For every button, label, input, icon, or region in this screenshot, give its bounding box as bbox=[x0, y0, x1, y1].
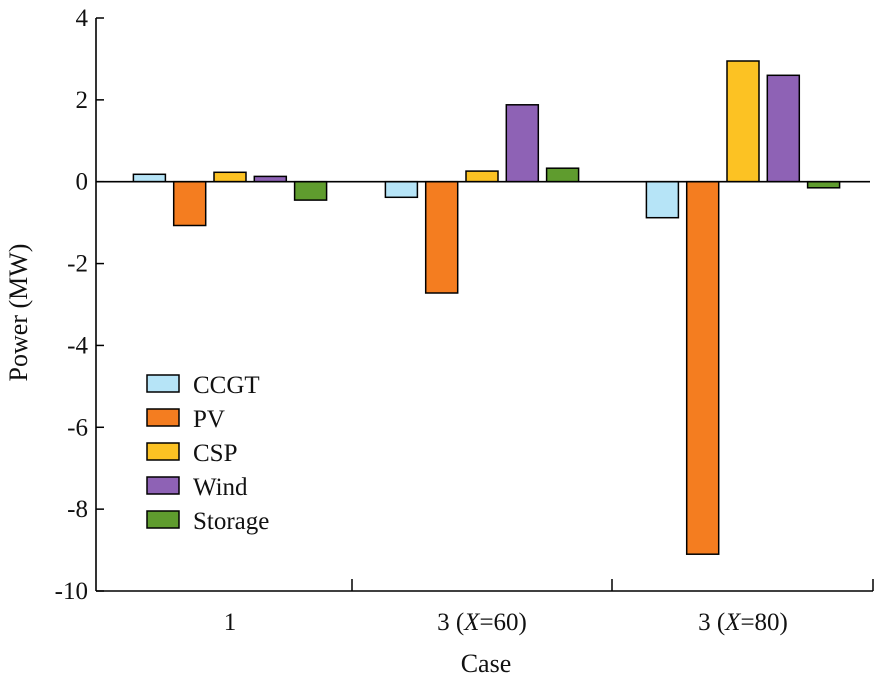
legend-label-wind: Wind bbox=[193, 474, 248, 501]
y-tick-label: 0 bbox=[76, 169, 89, 196]
legend-label-ccgt: CCGT bbox=[193, 372, 260, 399]
x-tick-label: 3 (X=80) bbox=[698, 609, 788, 636]
y-tick-label: 4 bbox=[76, 5, 89, 32]
y-tick-label: -8 bbox=[67, 496, 88, 523]
x-tick-label: 3 (X=60) bbox=[437, 609, 527, 636]
y-axis-title: Power (MW) bbox=[4, 244, 33, 382]
bar-pv-case-3 bbox=[685, 180, 720, 555]
x-axis-title: Case bbox=[461, 649, 512, 678]
bar-csp-case-2 bbox=[465, 170, 499, 183]
legend-label-storage: Storage bbox=[193, 508, 269, 535]
x-tick-label: 1 bbox=[224, 609, 237, 636]
bars-layer bbox=[132, 60, 841, 555]
legend-swatch-pv bbox=[146, 408, 180, 427]
y-tick-label: 2 bbox=[76, 87, 89, 114]
bar-storage-case-1 bbox=[293, 180, 328, 201]
axes-layer: 4 2 0 -2 -4 -6 -8 -10 1 3 (X=60) 3 (X=80) bbox=[55, 5, 874, 636]
bar-ccgt-case-2 bbox=[384, 180, 419, 199]
bar-wind-case-3 bbox=[766, 74, 801, 183]
y-tick-label: -4 bbox=[67, 332, 88, 359]
bar-wind-case-1 bbox=[253, 175, 288, 183]
bar-storage-case-2 bbox=[545, 167, 580, 183]
legend-swatch-ccgt bbox=[146, 374, 180, 393]
bar-pv-case-1 bbox=[172, 180, 207, 227]
bar-storage-case-3 bbox=[806, 180, 841, 189]
y-tick-label: -6 bbox=[67, 414, 88, 441]
legend-label-pv: PV bbox=[193, 406, 225, 433]
legend-label-csp: CSP bbox=[193, 440, 237, 467]
bar-pv-case-2 bbox=[424, 180, 459, 294]
legend-swatch-storage bbox=[146, 510, 180, 529]
bar-csp-case-1 bbox=[213, 171, 247, 183]
legend-swatch-csp bbox=[146, 442, 180, 461]
legend: CCGT PV CSP Wind Storage bbox=[146, 372, 269, 535]
bar-wind-case-2 bbox=[505, 104, 540, 183]
bar-csp-case-3 bbox=[726, 60, 760, 183]
legend-swatch-wind bbox=[146, 476, 180, 495]
bar-ccgt-case-3 bbox=[645, 180, 680, 219]
bar-ccgt-case-1 bbox=[132, 173, 167, 183]
y-tick-label: -2 bbox=[67, 251, 88, 278]
y-tick-label: -10 bbox=[55, 578, 88, 605]
